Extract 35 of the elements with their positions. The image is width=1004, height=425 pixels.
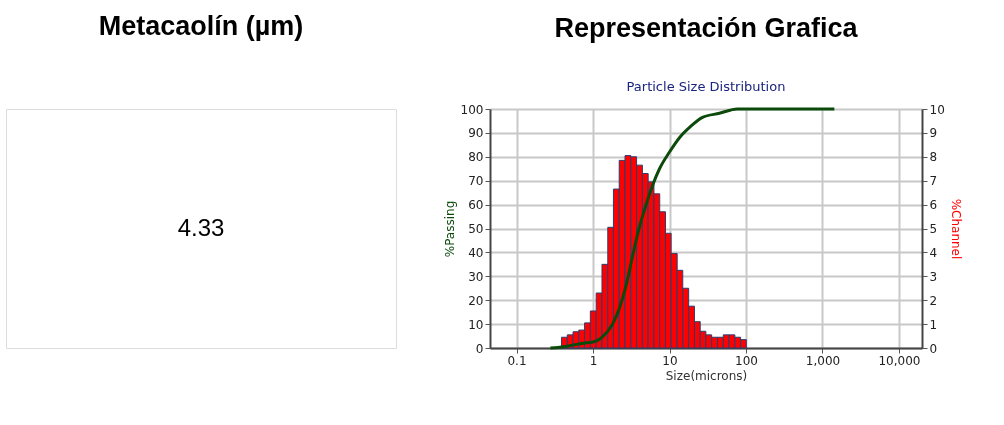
y2-axis-title: %Channel [948, 198, 963, 260]
y2-tick-label: 3 [929, 269, 938, 284]
y2-tick-label: 2 [929, 293, 938, 308]
text: Metacaolín (µm) [98, 11, 304, 41]
y2-tick-label: 7 [929, 174, 938, 189]
y2-tick-label: 1 [929, 317, 938, 332]
x-tick-label: 1 [589, 353, 598, 368]
y-tick-label: 70 [468, 174, 484, 189]
y-tick-label: 20 [468, 293, 484, 308]
y2-tick-label: 6 [929, 198, 938, 213]
x-tick-label: 10 [662, 353, 678, 368]
y2-tick-label: 8 [929, 150, 938, 165]
x-tick-label: 0.1 [507, 353, 527, 368]
y-tick-label: 0 [475, 341, 484, 356]
y-tick-label: 90 [468, 126, 484, 141]
y-tick-label: 50 [468, 222, 484, 236]
y2-tick-label: 9 [929, 126, 938, 141]
y2-tick-label: 5 [929, 222, 938, 236]
chart-subtitle: Particle Size Distribution [626, 79, 786, 94]
y-tick-label: 40 [468, 245, 484, 260]
y-tick-label: 60 [468, 198, 484, 213]
chart-title: Representación Grafica [554, 13, 859, 43]
y-tick-label: 80 [468, 150, 484, 165]
y2-tick-label: 10 [929, 102, 945, 117]
x-tick-label: 10,000 [878, 353, 921, 368]
y-tick-label: 100 [460, 102, 484, 117]
y-tick-label: 10 [468, 317, 484, 332]
y-axis-title: %Passing [442, 200, 457, 258]
x-tick-label: 1,000 [805, 353, 841, 368]
y2-tick-label: 0 [929, 341, 938, 356]
text: 4.33 [177, 214, 225, 241]
x-tick-label: 100 [735, 353, 758, 368]
y-tick-label: 30 [468, 269, 484, 284]
y2-tick-label: 4 [929, 245, 938, 260]
x-axis-title: Size(microns) [665, 368, 748, 383]
